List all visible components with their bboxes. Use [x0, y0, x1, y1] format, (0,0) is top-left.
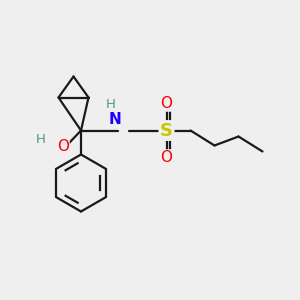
Text: O: O — [160, 96, 172, 111]
Text: O: O — [160, 150, 172, 165]
Text: S: S — [160, 122, 173, 140]
Text: N: N — [109, 112, 122, 128]
Text: H: H — [106, 98, 116, 112]
Text: H: H — [36, 133, 45, 146]
Text: O: O — [57, 139, 69, 154]
